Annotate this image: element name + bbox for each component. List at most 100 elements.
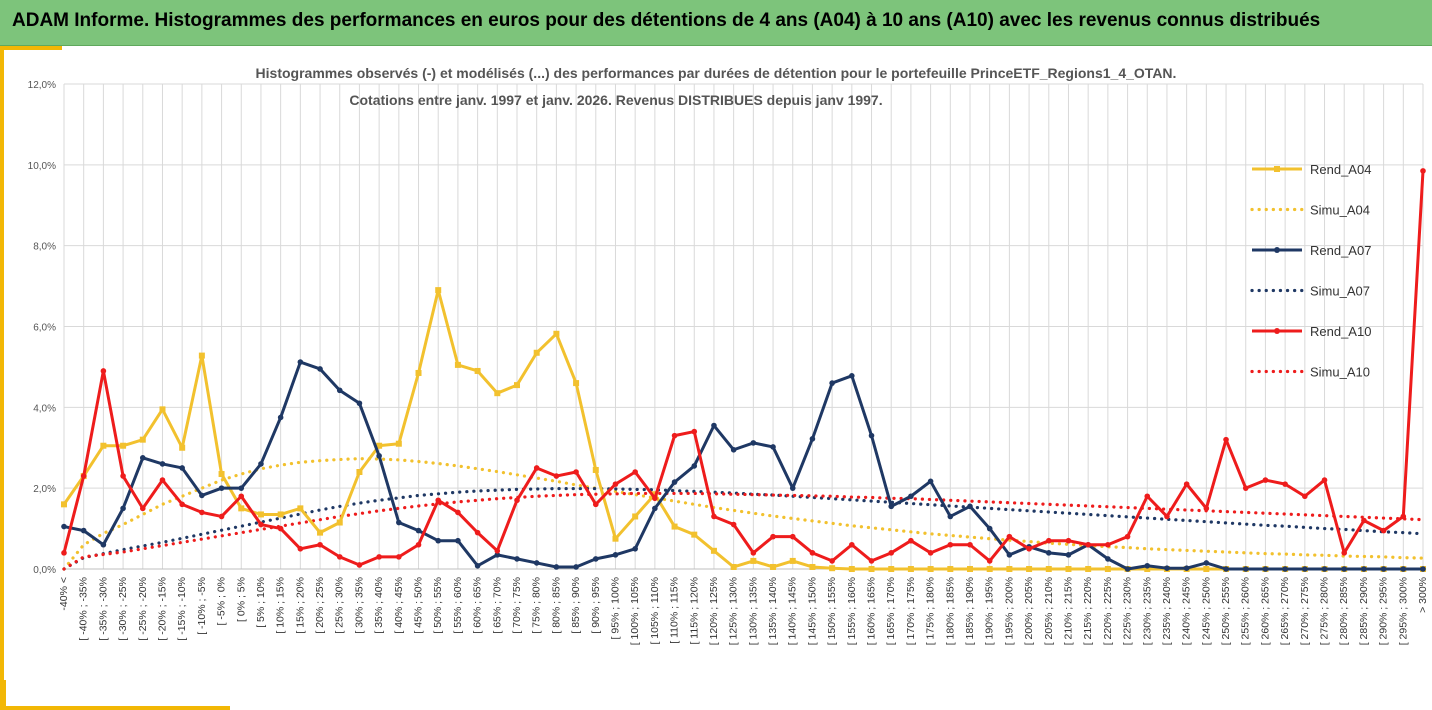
- x-tick-label: [ -25% ; -20%: [137, 577, 149, 641]
- data-point: [61, 523, 67, 530]
- data-point: [868, 432, 875, 439]
- data-point: [396, 554, 402, 560]
- data-point: [986, 566, 993, 572]
- data-point: [356, 400, 363, 407]
- data-point: [1124, 533, 1131, 540]
- data-point: [297, 505, 304, 512]
- data-point: [908, 493, 914, 500]
- x-tick-label: [ 240% ; 245%: [1181, 577, 1193, 645]
- data-point: [809, 436, 816, 442]
- x-tick-label: [ 140% ; 145%: [787, 577, 799, 645]
- data-point: [809, 550, 816, 556]
- data-point: [238, 505, 245, 512]
- data-point: [396, 519, 402, 526]
- x-tick-label: [ 120% ; 125%: [708, 577, 720, 645]
- chart-title: Histogrammes observés (-) et modélisés (…: [256, 65, 1177, 108]
- data-point: [1144, 562, 1151, 569]
- legend-label: Simu_A04: [1310, 203, 1370, 218]
- data-point: [1341, 566, 1348, 572]
- data-point: [1400, 513, 1407, 520]
- series-line-simu-a10: [62, 491, 1425, 571]
- x-tick-label: [ 210% ; 215%: [1062, 577, 1074, 645]
- data-point: [809, 563, 816, 570]
- x-tick-label: [ -5% ; 0%: [216, 577, 228, 625]
- data-point: [1420, 566, 1426, 572]
- series-simu-a04: [62, 457, 1425, 571]
- x-tick-label: [ 190% ; 195%: [984, 577, 996, 645]
- data-point: [652, 505, 658, 512]
- data-point: [514, 497, 520, 504]
- legend-item-simu-a10: Simu_A10: [1250, 365, 1370, 380]
- x-tick-label: [ -35% ; -30%: [97, 577, 109, 641]
- data-point: [888, 566, 895, 572]
- data-point: [1203, 566, 1210, 572]
- series-layer: [61, 168, 1426, 572]
- data-point: [947, 513, 954, 520]
- data-point: [1065, 566, 1072, 572]
- data-point: [1361, 517, 1367, 524]
- legend-item-simu-a04: Simu_A04: [1250, 203, 1370, 218]
- data-point: [277, 414, 284, 421]
- data-point: [1105, 541, 1111, 548]
- data-point: [553, 564, 560, 570]
- y-tick-label: 6,0%: [33, 323, 56, 334]
- accent-bar-top: [0, 46, 62, 50]
- data-point: [967, 541, 973, 548]
- data-point: [632, 513, 639, 520]
- data-point: [139, 505, 146, 512]
- data-point: [533, 560, 540, 566]
- data-point: [258, 461, 264, 467]
- header-banner: ADAM Informe. Histogrammes des performan…: [0, 0, 1432, 46]
- data-point: [1400, 566, 1407, 572]
- x-tick-label: [ 110% ; 115%: [669, 577, 681, 644]
- data-point: [652, 495, 658, 502]
- data-point: [454, 361, 461, 368]
- data-point: [632, 545, 638, 552]
- data-point: [750, 557, 757, 564]
- data-point: [789, 485, 796, 491]
- data-point: [1164, 565, 1170, 571]
- data-point: [750, 440, 757, 446]
- data-point: [179, 465, 185, 471]
- x-axis-ticks: -40% < [ -40% ; -35% [ -35% ; -30% [ -30% ;…: [58, 577, 1429, 645]
- data-point: [198, 352, 205, 359]
- data-point: [1026, 566, 1033, 572]
- series-simu-a07: [62, 486, 1425, 571]
- data-point: [257, 511, 264, 518]
- data-point: [238, 493, 245, 500]
- data-point: [159, 477, 166, 483]
- histogram-chart: Histogrammes observés (-) et modélisés (…: [28, 65, 1429, 645]
- data-point: [218, 471, 225, 478]
- x-tick-label: [ 200% ; 205%: [1023, 577, 1035, 645]
- data-point: [711, 513, 717, 520]
- data-point: [927, 478, 934, 485]
- data-point: [691, 463, 698, 469]
- x-tick-label: [ 250% ; 255%: [1220, 577, 1232, 645]
- data-point: [1262, 566, 1269, 572]
- data-point: [474, 367, 481, 374]
- data-point: [277, 511, 284, 518]
- data-point: [514, 556, 520, 562]
- x-tick-label: -40% <: [58, 577, 70, 611]
- data-point: [376, 554, 382, 560]
- data-point: [730, 563, 737, 570]
- legend-marker: [1274, 166, 1280, 172]
- chart-frame: Histogrammes observés (-) et modélisés (…: [0, 46, 1432, 710]
- data-point: [1321, 477, 1328, 483]
- data-point: [80, 473, 87, 479]
- legend-item-rend-a10: Rend_A10: [1252, 324, 1371, 339]
- data-point: [1380, 566, 1387, 572]
- y-tick-label: 8,0%: [33, 242, 56, 253]
- x-tick-label: > 300%: [1417, 577, 1429, 613]
- data-point: [1085, 566, 1092, 572]
- data-point: [435, 287, 442, 294]
- data-point: [1006, 552, 1013, 558]
- x-tick-label: [ 70% ; 75%: [511, 577, 523, 634]
- data-point: [1321, 566, 1328, 572]
- data-point: [770, 533, 776, 540]
- data-point: [120, 505, 126, 512]
- series-line-simu-a04: [62, 457, 1425, 571]
- x-tick-label: [ 260% ; 265%: [1259, 577, 1271, 645]
- legend-label: Rend_A07: [1310, 243, 1371, 258]
- x-tick-label: [ 100% ; 105%: [629, 577, 641, 645]
